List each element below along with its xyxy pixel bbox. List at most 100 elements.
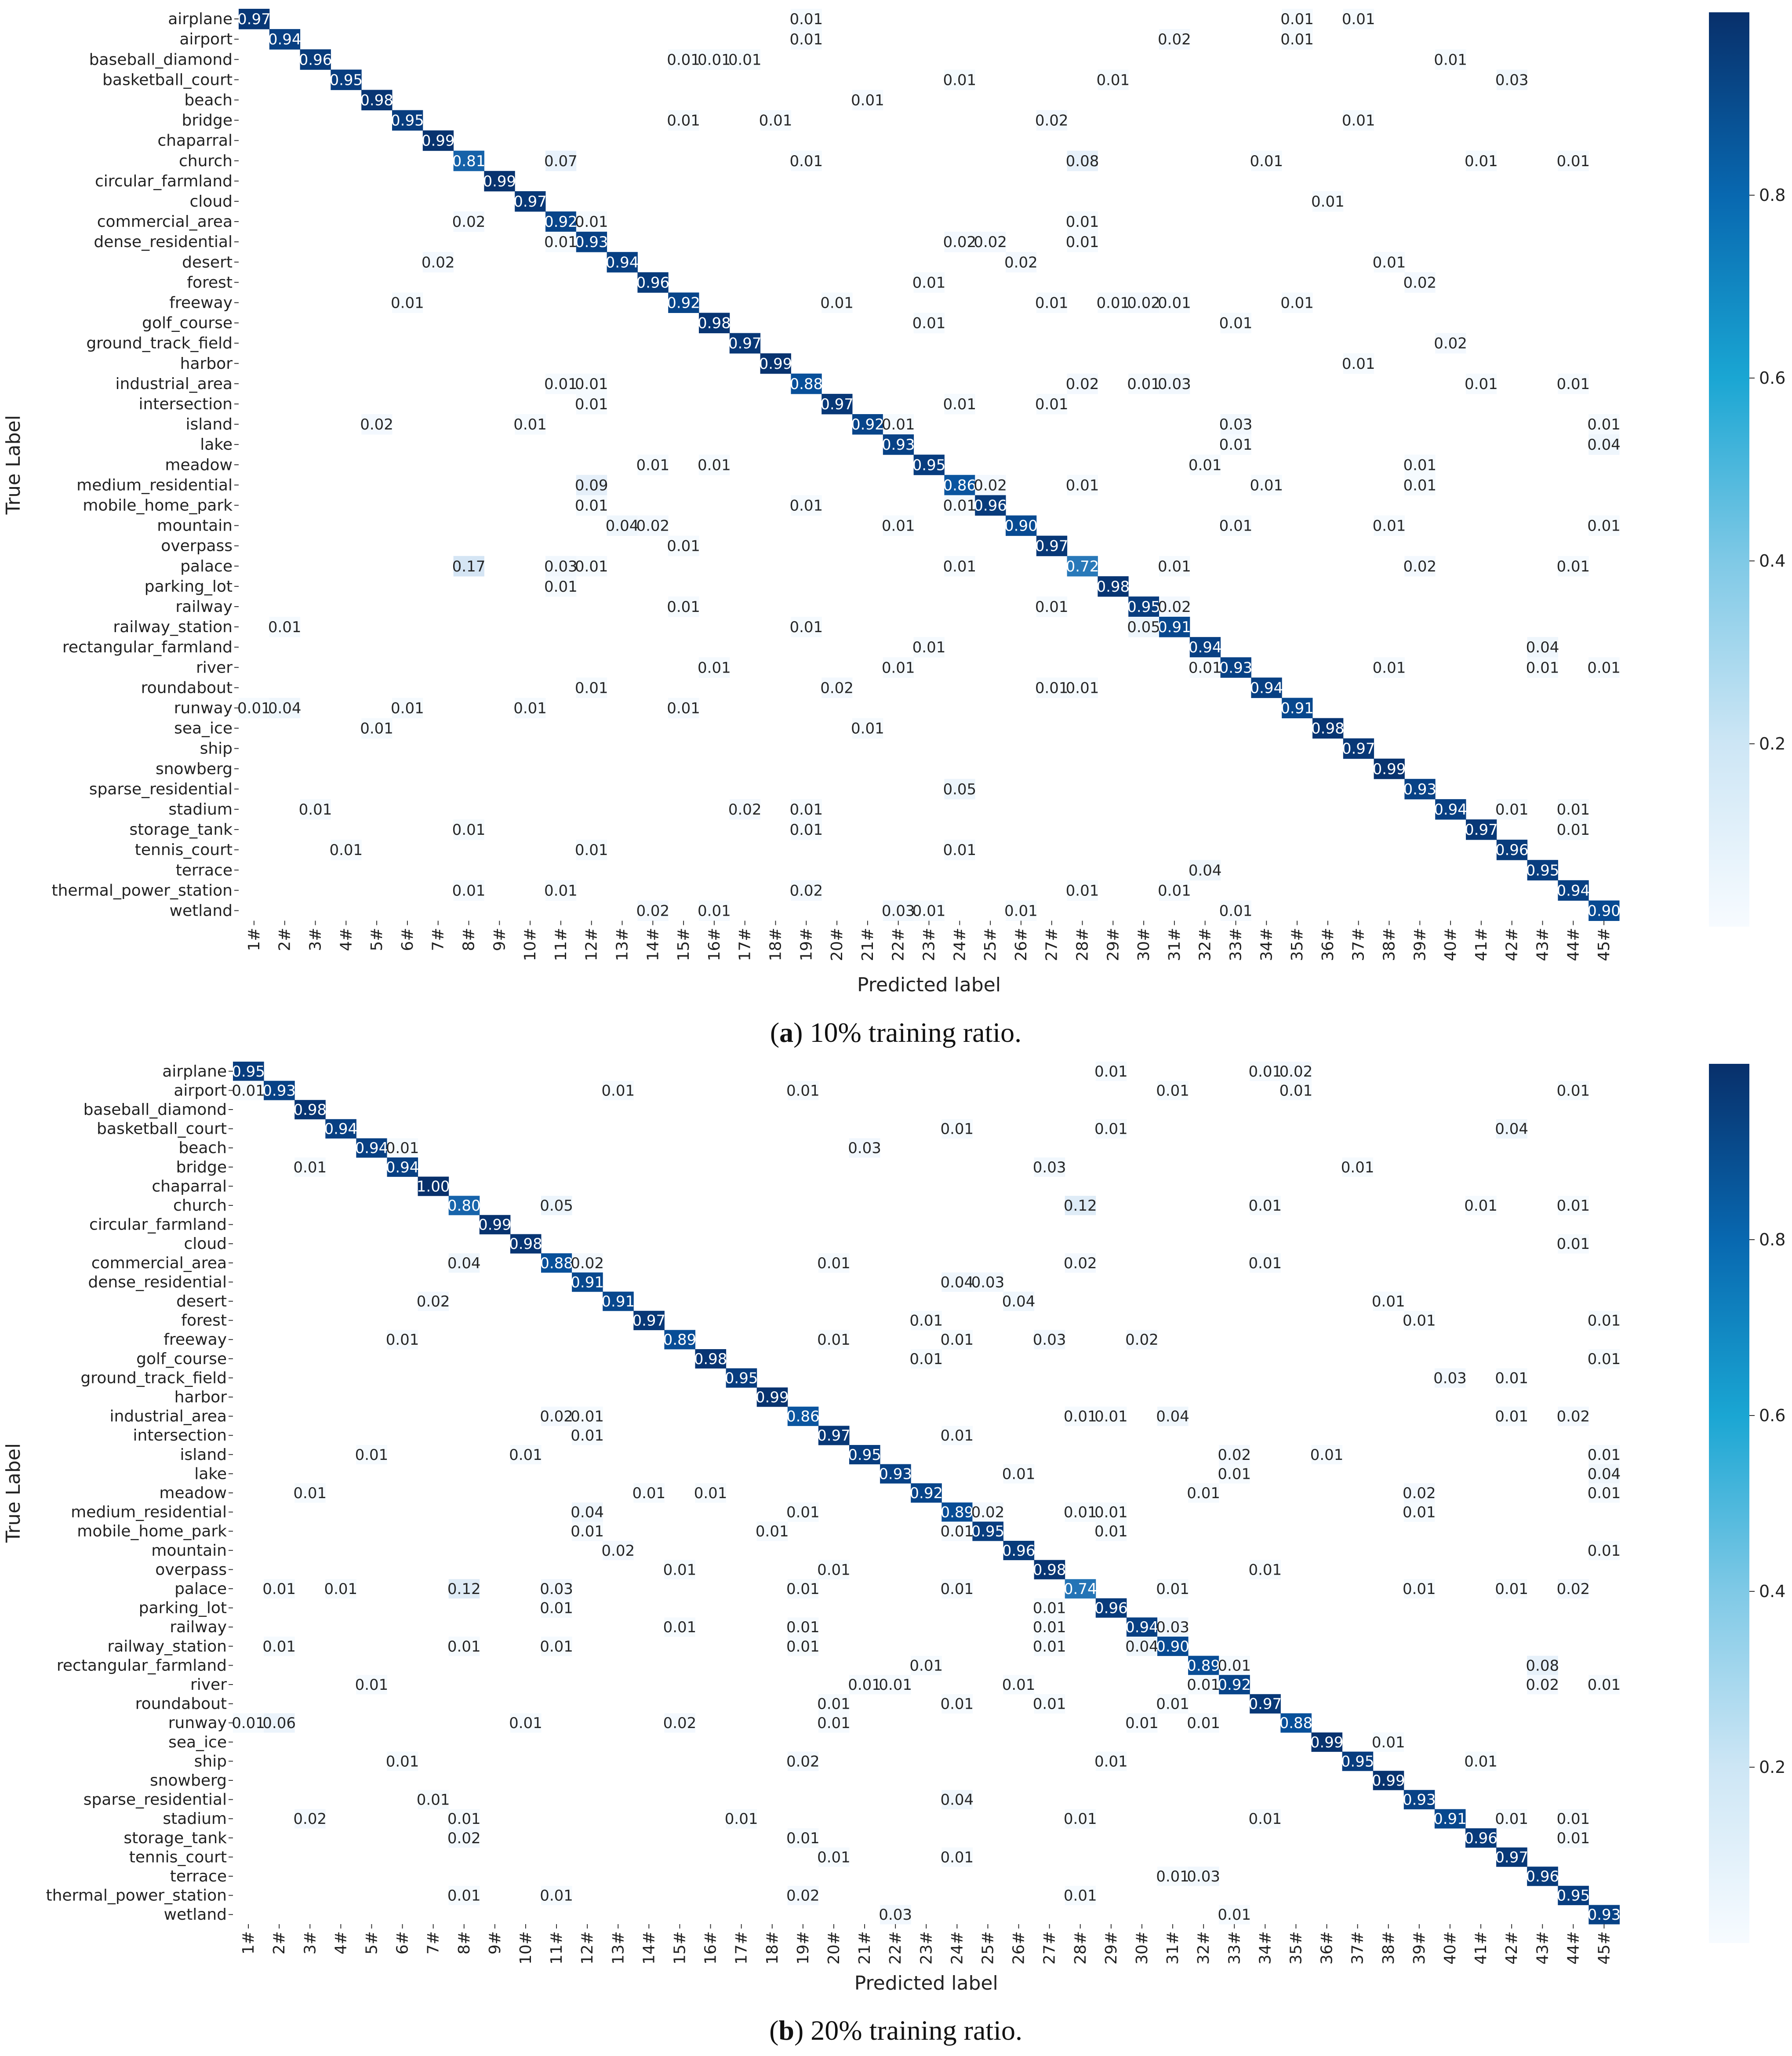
x-tick-label: 6# (399, 928, 417, 951)
heatmap-cell (1588, 657, 1620, 678)
heatmap-cell (1188, 1656, 1219, 1675)
heatmap-cell (1466, 150, 1497, 171)
cell-value-label: 0.01 (943, 497, 976, 514)
cell-value-label: 0.99 (759, 355, 792, 373)
cell-value-label: 0.01 (1495, 801, 1529, 819)
heatmap-cell (941, 1502, 973, 1522)
cell-value-label: 0.01 (879, 1676, 912, 1694)
cell-value-label: 0.01 (1066, 233, 1099, 251)
heatmap-cell (1588, 1905, 1620, 1925)
cell-value-label: 0.01 (1248, 1063, 1282, 1081)
heatmap-cell (453, 880, 484, 901)
heatmap-cell (1403, 1483, 1435, 1503)
heatmap-cell (1095, 1751, 1127, 1771)
cell-value-label: 0.95 (725, 1369, 758, 1387)
cell-value-label: 0.02 (447, 1830, 481, 1847)
heatmap-cell (1036, 677, 1068, 698)
heatmap-cell (699, 455, 730, 475)
heatmap-cell (572, 1272, 603, 1292)
y-tick-label: bridge (176, 1158, 227, 1176)
heatmap-cell (1126, 1713, 1158, 1733)
cell-value-label: 0.01 (360, 720, 393, 738)
y-axis-label: True Label (2, 1443, 25, 1543)
heatmap-cell (1067, 880, 1098, 901)
heatmap-cell (760, 353, 791, 374)
heatmap-cell (1067, 232, 1098, 252)
heatmap-cell (233, 1081, 264, 1100)
cell-value-label: 1.00 (417, 1178, 450, 1195)
x-tick-label: 18# (767, 928, 785, 961)
cell-value-label: 0.01 (1189, 456, 1222, 474)
y-tick-label: sparse_residential (89, 780, 233, 798)
heatmap-cell (356, 1445, 387, 1465)
cell-value-label: 0.01 (1280, 11, 1314, 28)
cell-value-label: 0.01 (786, 1082, 820, 1099)
heatmap-cell (545, 211, 577, 232)
y-tick-label: medium_residential (76, 476, 233, 494)
caption-letter: b (778, 2015, 794, 2046)
cell-value-label: 0.01 (789, 619, 823, 636)
heatmap-cell (1558, 1234, 1589, 1254)
cell-value-label: 0.01 (1158, 558, 1191, 575)
heatmap-cell (818, 1560, 850, 1579)
heatmap-cell (1558, 1828, 1589, 1848)
cell-value-label: 0.91 (601, 1293, 635, 1310)
heatmap-cell (913, 455, 945, 475)
cell-value-label: 0.01 (1403, 1580, 1436, 1598)
x-tick-label: 13# (609, 1931, 627, 1965)
cell-value-label: 0.01 (1033, 1619, 1066, 1636)
cell-value-label: 0.93 (262, 1082, 296, 1099)
x-tick-label: 12# (583, 928, 601, 961)
heatmap-cell (787, 1579, 819, 1599)
heatmap-cell (975, 495, 1006, 516)
cell-value-label: 0.01 (1035, 396, 1069, 413)
x-tick-label: 19# (797, 928, 815, 961)
cell-value-label: 0.01 (262, 1580, 296, 1598)
cell-value-label: 0.03 (540, 1580, 573, 1598)
heatmap-cell (699, 49, 730, 70)
heatmap-cell (911, 1310, 942, 1330)
x-tick-label: 13# (614, 928, 632, 961)
y-tick-label: stadium (163, 1810, 227, 1828)
cell-value-label: 0.01 (1556, 1197, 1590, 1215)
heatmap-cell (1558, 1406, 1589, 1426)
heatmap-cell (941, 1847, 973, 1867)
heatmap-cell (576, 495, 607, 516)
heatmap-cell (545, 232, 577, 252)
cell-value-label: 0.01 (1373, 254, 1406, 271)
heatmap-cell (269, 698, 301, 718)
cell-value-label: 0.01 (1125, 1714, 1159, 1732)
cell-value-label: 0.95 (391, 112, 424, 130)
heatmap-cell (1404, 556, 1436, 577)
x-tick-label: 20# (825, 1931, 843, 1965)
heatmap-cell (944, 475, 975, 495)
x-tick-label: 29# (1104, 928, 1122, 961)
cell-value-label: 0.98 (1311, 720, 1345, 738)
heatmap-cell (1466, 819, 1497, 840)
heatmap-cell (541, 1598, 572, 1618)
cell-value-label: 0.02 (601, 1542, 635, 1560)
y-tick-label: harbor (180, 355, 233, 373)
cell-value-label: 0.01 (817, 1561, 851, 1579)
heatmap-cell (1128, 373, 1160, 394)
cell-value-label: 0.01 (789, 801, 823, 819)
heatmap-cell (1219, 1445, 1250, 1465)
heatmap-cell (880, 1905, 911, 1925)
heatmap-cell (1065, 1502, 1096, 1522)
heatmap-cell (603, 1081, 634, 1100)
heatmap-cell (911, 1656, 942, 1675)
x-tick-label: 17# (733, 1931, 751, 1965)
cell-value-label: 0.09 (575, 477, 608, 494)
y-tick-label: commercial_area (97, 213, 233, 231)
heatmap-cell (787, 1406, 819, 1426)
heatmap-cell (1374, 252, 1405, 273)
cell-value-label: 0.02 (452, 213, 486, 231)
caption-close-paren: ) (793, 1017, 803, 1048)
cell-value-label: 0.92 (1218, 1676, 1251, 1694)
heatmap-cell (1558, 556, 1589, 577)
cell-value-label: 0.01 (817, 1331, 851, 1349)
y-tick-label: lake (200, 436, 233, 454)
heatmap-cell (1527, 1867, 1558, 1886)
cell-value-label: 0.01 (667, 112, 700, 130)
heatmap-cell (1527, 860, 1558, 881)
